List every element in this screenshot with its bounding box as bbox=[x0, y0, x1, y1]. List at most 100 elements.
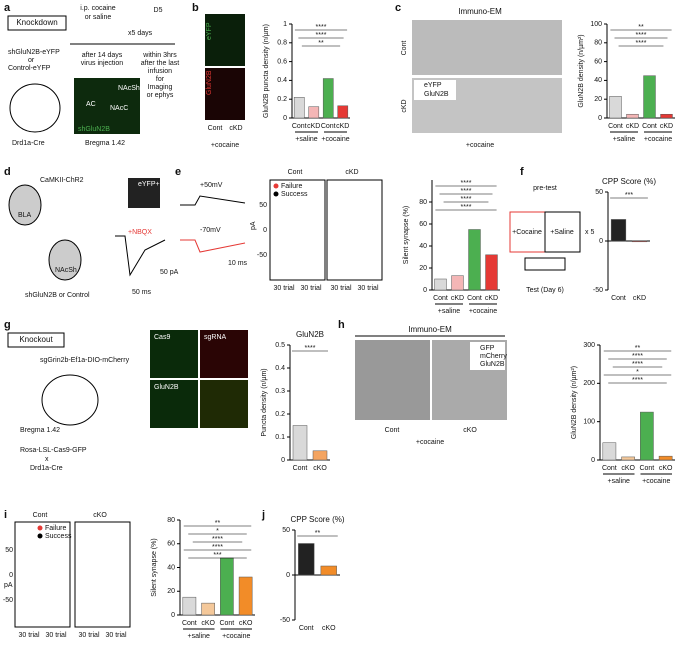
panel-label: e bbox=[175, 166, 181, 178]
y-tick-label: 80 bbox=[419, 199, 427, 206]
text: 0 bbox=[263, 227, 267, 234]
y-axis-label: Silent synapse (%) bbox=[403, 206, 410, 264]
significance-label: **** bbox=[316, 32, 327, 39]
text: or saline bbox=[85, 14, 112, 21]
text: 30 trial bbox=[330, 285, 351, 292]
y-tick-label: 0.3 bbox=[275, 388, 285, 395]
text: after 14 days bbox=[82, 52, 123, 59]
text: shGluN2B bbox=[78, 126, 110, 133]
y-tick-label: 0.8 bbox=[277, 40, 287, 47]
text: +Saline bbox=[550, 229, 574, 236]
em-image bbox=[412, 20, 562, 75]
micrograph bbox=[205, 68, 245, 120]
significance-label: ** bbox=[635, 345, 641, 352]
text: after the last bbox=[141, 60, 180, 67]
text: Test (Day 6) bbox=[526, 287, 564, 294]
x-tick-label: Cont bbox=[608, 123, 623, 130]
panel-label: j bbox=[261, 509, 265, 521]
region bbox=[8, 184, 42, 226]
text: NAcSh bbox=[55, 267, 77, 274]
legend-box bbox=[470, 342, 505, 370]
text: x5 days bbox=[128, 30, 153, 37]
y-tick-label: 0.5 bbox=[275, 342, 285, 349]
significance-label: ** bbox=[315, 530, 321, 537]
significance-label: **** bbox=[305, 345, 316, 352]
box bbox=[544, 211, 581, 253]
x-tick-label: cKO bbox=[313, 465, 327, 472]
significance-label: **** bbox=[461, 196, 472, 203]
text: Drd1a-Cre bbox=[30, 465, 63, 472]
text: infusion bbox=[148, 68, 172, 75]
y-tick-label: 40 bbox=[167, 564, 175, 571]
text: 30 trial bbox=[273, 285, 294, 292]
group-label: +cocaine bbox=[222, 633, 250, 640]
bar bbox=[434, 278, 447, 291]
plot-frame bbox=[74, 521, 131, 628]
legend-label: GFP bbox=[480, 345, 495, 352]
group-label: +saline bbox=[188, 633, 210, 640]
y-tick-label: 0 bbox=[283, 115, 287, 122]
y-tick-label: 80 bbox=[594, 40, 602, 47]
chart-title: CPP Score (%) bbox=[290, 515, 344, 524]
significance-label: **** bbox=[212, 536, 223, 543]
y-tick-label: 20 bbox=[167, 588, 175, 595]
bar bbox=[658, 455, 673, 461]
text: sgRNA bbox=[204, 334, 227, 341]
bar bbox=[337, 105, 349, 119]
text: GluN2B bbox=[206, 70, 213, 95]
text: Cont bbox=[33, 512, 48, 519]
text: Immuno-EM bbox=[458, 7, 502, 16]
legend-label: Success bbox=[281, 191, 308, 198]
micrograph bbox=[200, 380, 248, 428]
significance-label: **** bbox=[316, 24, 327, 31]
x-tick-label: cKO bbox=[621, 465, 635, 472]
y-axis-label: GluN2B puncta density (n/µm) bbox=[263, 24, 270, 118]
x-tick-label: cKD bbox=[660, 123, 673, 130]
panel-label: b bbox=[192, 2, 199, 14]
text: -50 bbox=[3, 597, 13, 604]
box bbox=[524, 257, 566, 271]
significance-label: **** bbox=[632, 361, 643, 368]
bar bbox=[640, 411, 654, 461]
brain-slice bbox=[9, 83, 61, 133]
group-label: +cocaine bbox=[321, 136, 349, 143]
y-axis-label: Silent synapse (%) bbox=[151, 538, 158, 596]
text: Cas9 bbox=[154, 334, 170, 341]
text: 50 bbox=[259, 202, 267, 209]
x-tick-label: cKD bbox=[336, 123, 349, 130]
bar bbox=[312, 450, 328, 461]
y-tick-label: 0.4 bbox=[277, 77, 287, 84]
significance-label: **** bbox=[632, 377, 643, 384]
text: virus injection bbox=[81, 60, 124, 67]
bar bbox=[238, 576, 253, 616]
box bbox=[7, 15, 67, 31]
panel-label: h bbox=[338, 319, 345, 331]
text: Cont bbox=[385, 427, 400, 434]
y-tick-label: -50 bbox=[280, 617, 290, 624]
y-tick-label: 1 bbox=[283, 21, 287, 28]
bar bbox=[201, 602, 215, 616]
significance-label: **** bbox=[212, 544, 223, 551]
significance-label: **** bbox=[461, 188, 472, 195]
text: 0 bbox=[9, 572, 13, 579]
text: i.p. cocaine bbox=[80, 5, 116, 12]
text: Bregma 1.42 bbox=[20, 427, 60, 434]
panel-label: c bbox=[395, 2, 401, 14]
text: 30 trial bbox=[78, 632, 99, 639]
y-tick-label: -50 bbox=[593, 287, 603, 294]
legend-marker bbox=[37, 533, 43, 539]
bar bbox=[308, 106, 320, 119]
text: NAcSh bbox=[118, 85, 140, 92]
legend-label: Success bbox=[45, 533, 72, 540]
bar bbox=[643, 75, 656, 119]
text: +50mV bbox=[200, 182, 223, 189]
y-tick-label: 0.6 bbox=[277, 58, 287, 65]
panel-label: i bbox=[4, 509, 7, 521]
x-tick-label: Cont bbox=[639, 465, 654, 472]
legend-label: mCherry bbox=[480, 353, 507, 360]
micrograph bbox=[74, 78, 140, 134]
text: +cocaine bbox=[211, 142, 239, 149]
group-label: +cocaine bbox=[642, 478, 670, 485]
x-tick-label: Cont bbox=[219, 620, 234, 627]
trace bbox=[180, 195, 246, 206]
